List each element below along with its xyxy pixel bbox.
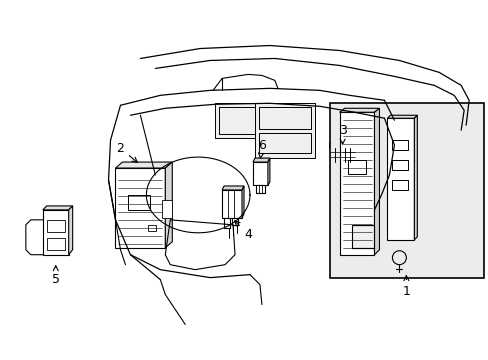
Text: 4: 4 <box>234 221 251 241</box>
Polygon shape <box>242 186 244 218</box>
Polygon shape <box>374 108 379 255</box>
Bar <box>47 238 64 250</box>
Bar <box>47 220 64 232</box>
Polygon shape <box>252 158 269 162</box>
Polygon shape <box>255 185 264 193</box>
Text: 6: 6 <box>258 139 265 158</box>
Bar <box>215 103 263 138</box>
Polygon shape <box>386 115 416 118</box>
Bar <box>219 107 259 134</box>
Bar <box>329 103 483 278</box>
Polygon shape <box>267 158 269 185</box>
Bar <box>259 107 310 129</box>
Polygon shape <box>413 115 416 240</box>
Polygon shape <box>339 108 379 112</box>
Bar <box>128 195 150 210</box>
Polygon shape <box>42 210 68 255</box>
Bar <box>254 103 314 158</box>
Text: 2: 2 <box>116 141 137 162</box>
Polygon shape <box>232 218 238 225</box>
Bar <box>259 133 310 153</box>
Polygon shape <box>68 206 73 255</box>
Polygon shape <box>224 218 229 228</box>
Polygon shape <box>329 148 354 162</box>
Bar <box>392 160 407 170</box>
Polygon shape <box>222 190 242 218</box>
Polygon shape <box>351 225 374 248</box>
Polygon shape <box>386 118 413 240</box>
Text: 1: 1 <box>402 276 409 298</box>
Text: 5: 5 <box>52 266 60 286</box>
Bar <box>162 200 172 218</box>
Bar <box>392 140 407 150</box>
Polygon shape <box>329 141 354 148</box>
Text: 3: 3 <box>338 124 346 144</box>
Polygon shape <box>252 162 267 185</box>
Polygon shape <box>165 162 172 248</box>
Bar <box>347 160 365 174</box>
Polygon shape <box>222 186 244 190</box>
Bar <box>392 180 407 190</box>
Bar <box>148 225 156 231</box>
Polygon shape <box>339 112 374 255</box>
Polygon shape <box>115 162 172 168</box>
Polygon shape <box>42 206 73 210</box>
Polygon shape <box>115 168 165 248</box>
